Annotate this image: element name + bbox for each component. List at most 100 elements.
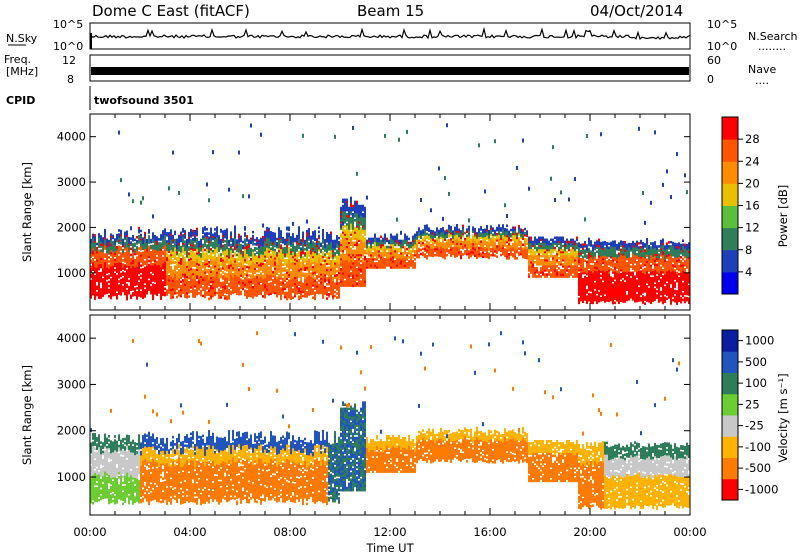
power-cell [208, 242, 210, 246]
power-cell [152, 248, 154, 252]
power-cell [228, 243, 230, 247]
power-cell [292, 265, 294, 269]
power-cell [224, 266, 226, 270]
power-cell [158, 278, 160, 282]
power-cell [106, 258, 108, 262]
power-cell [164, 277, 166, 280]
power-cell [164, 242, 166, 246]
power-cell [312, 280, 314, 283]
power-cell [104, 275, 106, 279]
power-cell [146, 279, 148, 283]
power-cell [248, 194, 250, 199]
power-cell [318, 226, 320, 230]
power-cell [130, 253, 132, 257]
power-cell [132, 257, 134, 260]
power-cell [242, 252, 244, 256]
power-cell [124, 284, 126, 288]
power-cell [110, 282, 112, 285]
power-cell [216, 230, 218, 233]
power-cell [148, 280, 150, 283]
power-cell [140, 292, 142, 296]
power-cell [260, 290, 262, 294]
power-cell [310, 286, 312, 290]
power-cell [136, 293, 138, 296]
power-cell [90, 296, 92, 299]
power-cell [178, 271, 180, 274]
power-cell [124, 286, 126, 290]
power-cell [278, 239, 280, 243]
power-cell [274, 269, 276, 272]
power-cell [250, 253, 252, 257]
power-cell [166, 262, 168, 266]
power-cell [120, 289, 122, 292]
power-cell [220, 267, 222, 271]
power-cell [310, 292, 312, 296]
power-cell [154, 271, 156, 275]
power-cell [290, 270, 292, 274]
power-cell [108, 245, 110, 249]
power-cell [382, 237, 384, 241]
power-cell [92, 266, 94, 269]
power-cell [278, 233, 280, 236]
power-cell [126, 252, 128, 256]
power-cell [246, 273, 248, 277]
power-cell [114, 244, 116, 247]
power-cell [232, 287, 234, 290]
power-cell [276, 270, 278, 273]
power-cell [298, 252, 300, 256]
power-cell [312, 296, 314, 299]
power-cell [216, 244, 218, 248]
power-cell [408, 260, 410, 263]
power-cell [318, 275, 320, 279]
power-cell [268, 229, 270, 233]
power-cell [212, 284, 214, 288]
power-cell [254, 253, 256, 256]
power-cell [290, 256, 292, 260]
power-cell [182, 240, 184, 243]
power-cell [158, 274, 160, 278]
power-cell [226, 267, 228, 270]
power-cell [164, 267, 166, 270]
power-cell [366, 258, 368, 261]
power-cell [94, 285, 96, 288]
power-cell [184, 272, 186, 276]
power-cell [288, 234, 290, 238]
power-cell [354, 227, 356, 230]
power-cell [326, 256, 328, 260]
power-cell [308, 236, 310, 239]
power-cell [372, 237, 374, 241]
power-cell [202, 266, 204, 269]
power-cell [184, 283, 186, 286]
power-cell [138, 275, 140, 279]
power-cell [202, 249, 204, 253]
power-cell [280, 264, 282, 268]
power-cell [166, 276, 168, 280]
power-cell [272, 231, 274, 235]
power-cell [122, 281, 124, 285]
power-cell [208, 269, 210, 272]
power-cell [266, 267, 268, 271]
power-cell [172, 271, 174, 275]
power-cell [278, 235, 280, 238]
power-cell [274, 242, 276, 246]
power-cell [128, 236, 130, 240]
power-cell [94, 248, 96, 251]
power-cell [336, 255, 338, 259]
power-cell [262, 289, 264, 292]
power-cell [250, 241, 252, 245]
power-cell [232, 272, 234, 276]
power-cell [172, 236, 174, 240]
power-cell [262, 235, 264, 239]
power-cell [282, 255, 284, 258]
power-cell [306, 260, 308, 264]
power-cell [398, 239, 400, 243]
power-cell [204, 248, 206, 252]
power-cell [210, 280, 212, 284]
power-cell [122, 267, 124, 270]
power-cell [296, 279, 298, 283]
power-cell [254, 242, 256, 246]
power-cell [198, 240, 200, 244]
power-cell [126, 271, 128, 274]
power-cell [266, 233, 268, 236]
power-cell [110, 251, 112, 255]
